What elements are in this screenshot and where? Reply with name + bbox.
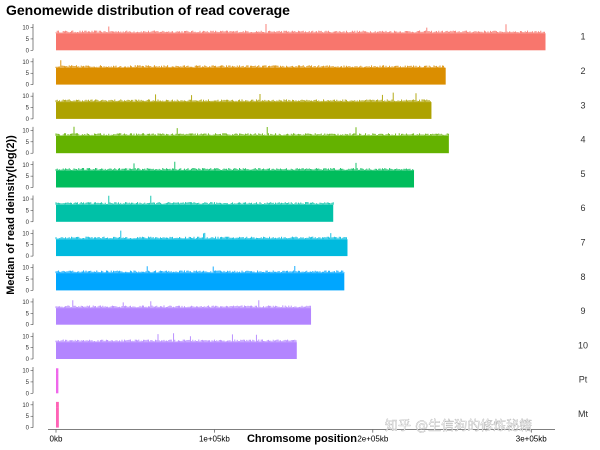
x-axis: 0kb 1e+05kb 2e+05kb 3e+05kb xyxy=(48,429,555,444)
y-tick-label: 5 xyxy=(26,208,30,214)
y-tick-label: 10 xyxy=(22,403,29,409)
y-tick-label: 0 xyxy=(26,48,30,54)
coverage-band xyxy=(56,33,546,51)
coverage-band xyxy=(56,273,345,291)
coverage-spikes xyxy=(55,126,449,136)
panel-chr-4: 0 5 10 4 xyxy=(22,126,586,157)
y-tick-label: 10 xyxy=(22,266,29,272)
coverage-band xyxy=(56,67,446,85)
facet-label: 5 xyxy=(580,169,585,179)
facet-label: Mt xyxy=(578,409,588,419)
coverage-band xyxy=(56,308,312,325)
coverage-band xyxy=(56,170,415,188)
y-tick-label: 10 xyxy=(22,60,29,66)
facet-label: 7 xyxy=(580,237,585,247)
y-tick-label: 10 xyxy=(22,197,29,203)
y-tick-label: 5 xyxy=(26,311,30,317)
facet-label: 4 xyxy=(580,135,585,145)
y-tick-label: 0 xyxy=(26,186,30,192)
x-tick-label: 1e+05kb xyxy=(199,435,230,444)
coverage-band xyxy=(56,373,59,394)
panel-chr-3: 0 5 10 3 xyxy=(22,92,586,123)
y-tick-label: 5 xyxy=(26,380,30,386)
facet-label: 3 xyxy=(580,100,585,110)
y-tick-label: 0 xyxy=(26,151,30,157)
facet-label: 6 xyxy=(580,203,585,213)
facet-label: 2 xyxy=(580,66,585,76)
y-tick-label: 0 xyxy=(26,323,30,329)
y-tick-label: 0 xyxy=(26,391,30,397)
y-tick-label: 0 xyxy=(26,220,30,226)
y-tick-label: 5 xyxy=(26,346,30,352)
coverage-spikes xyxy=(55,230,347,240)
panel-chr-Pt: 0 5 10 Pt xyxy=(22,367,588,397)
y-tick-label: 0 xyxy=(26,357,30,363)
coverage-spikes xyxy=(55,266,345,274)
y-tick-label: 0 xyxy=(26,83,30,89)
y-tick-label: 5 xyxy=(26,174,30,180)
y-tick-label: 10 xyxy=(22,231,29,237)
y-tick-label: 5 xyxy=(26,71,30,77)
coverage-band xyxy=(56,342,297,359)
coverage-band xyxy=(56,204,334,222)
y-tick-label: 0 xyxy=(26,288,30,294)
y-tick-label: 5 xyxy=(26,140,30,146)
panel-chr-1: 0 5 10 1 xyxy=(22,24,586,54)
y-tick-label: 10 xyxy=(22,334,29,340)
panel-chr-8: 0 5 10 8 xyxy=(22,264,586,294)
panel-chr-2: 0 5 10 2 xyxy=(22,58,586,89)
facet-label: Pt xyxy=(579,375,588,385)
chart-title: Genomewide distribution of read coverage xyxy=(6,2,290,18)
coverage-spikes xyxy=(56,368,59,374)
facet-panels: 0510105102051030510405105051060510705108… xyxy=(22,24,588,432)
x-axis-title: Chromsome position xyxy=(247,433,357,445)
x-tick-label: 3e+05kb xyxy=(516,435,547,444)
y-tick-label: 0 xyxy=(26,426,30,432)
coverage-band xyxy=(56,135,449,154)
y-tick-label: 5 xyxy=(26,277,30,283)
y-tick-label: 5 xyxy=(26,106,30,112)
y-tick-label: 0 xyxy=(26,117,30,123)
panel-chr-10: 0 5 10 10 xyxy=(22,332,588,363)
panel-chr-7: 0 5 10 7 xyxy=(22,229,586,260)
y-tick-label: 10 xyxy=(22,300,29,306)
panel-chr-5: 0 5 10 5 xyxy=(22,161,586,192)
coverage-spikes xyxy=(55,60,446,68)
panel-chr-Mt: 0 5 10 Mt xyxy=(22,401,588,432)
facet-label: 1 xyxy=(580,32,585,42)
panel-chr-6: 0 5 10 6 xyxy=(22,195,586,226)
y-tick-label: 10 xyxy=(22,26,29,32)
y-tick-label: 10 xyxy=(22,163,29,169)
coverage-band xyxy=(56,102,432,119)
y-tick-label: 10 xyxy=(22,94,29,100)
coverage-spikes xyxy=(55,195,334,205)
y-tick-label: 10 xyxy=(22,369,29,375)
facet-label: 9 xyxy=(580,306,585,316)
facet-label: 8 xyxy=(580,272,585,282)
x-tick-label: 2e+05kb xyxy=(357,435,388,444)
coverage-spikes xyxy=(55,161,415,171)
facet-label: 10 xyxy=(578,340,588,350)
y-tick-label: 0 xyxy=(26,254,30,260)
y-axis-title: Median of read deinsity(log(2)) xyxy=(5,135,17,295)
watermark: 知乎 @生信狗的修炼秘籍 xyxy=(385,418,532,434)
panel-chr-9: 0 5 10 9 xyxy=(22,298,586,329)
y-tick-label: 5 xyxy=(26,37,30,43)
coverage-spikes xyxy=(55,300,311,309)
y-tick-label: 5 xyxy=(26,414,30,420)
coverage-band xyxy=(56,239,348,257)
coverage-spikes xyxy=(55,92,431,103)
coverage-spikes xyxy=(56,401,59,408)
coverage-spikes xyxy=(55,24,545,34)
coverage-band xyxy=(56,407,59,428)
x-tick-label: 0kb xyxy=(50,435,63,444)
y-tick-label: 5 xyxy=(26,243,30,249)
y-tick-label: 10 xyxy=(22,128,29,134)
coverage-spikes xyxy=(55,333,297,343)
